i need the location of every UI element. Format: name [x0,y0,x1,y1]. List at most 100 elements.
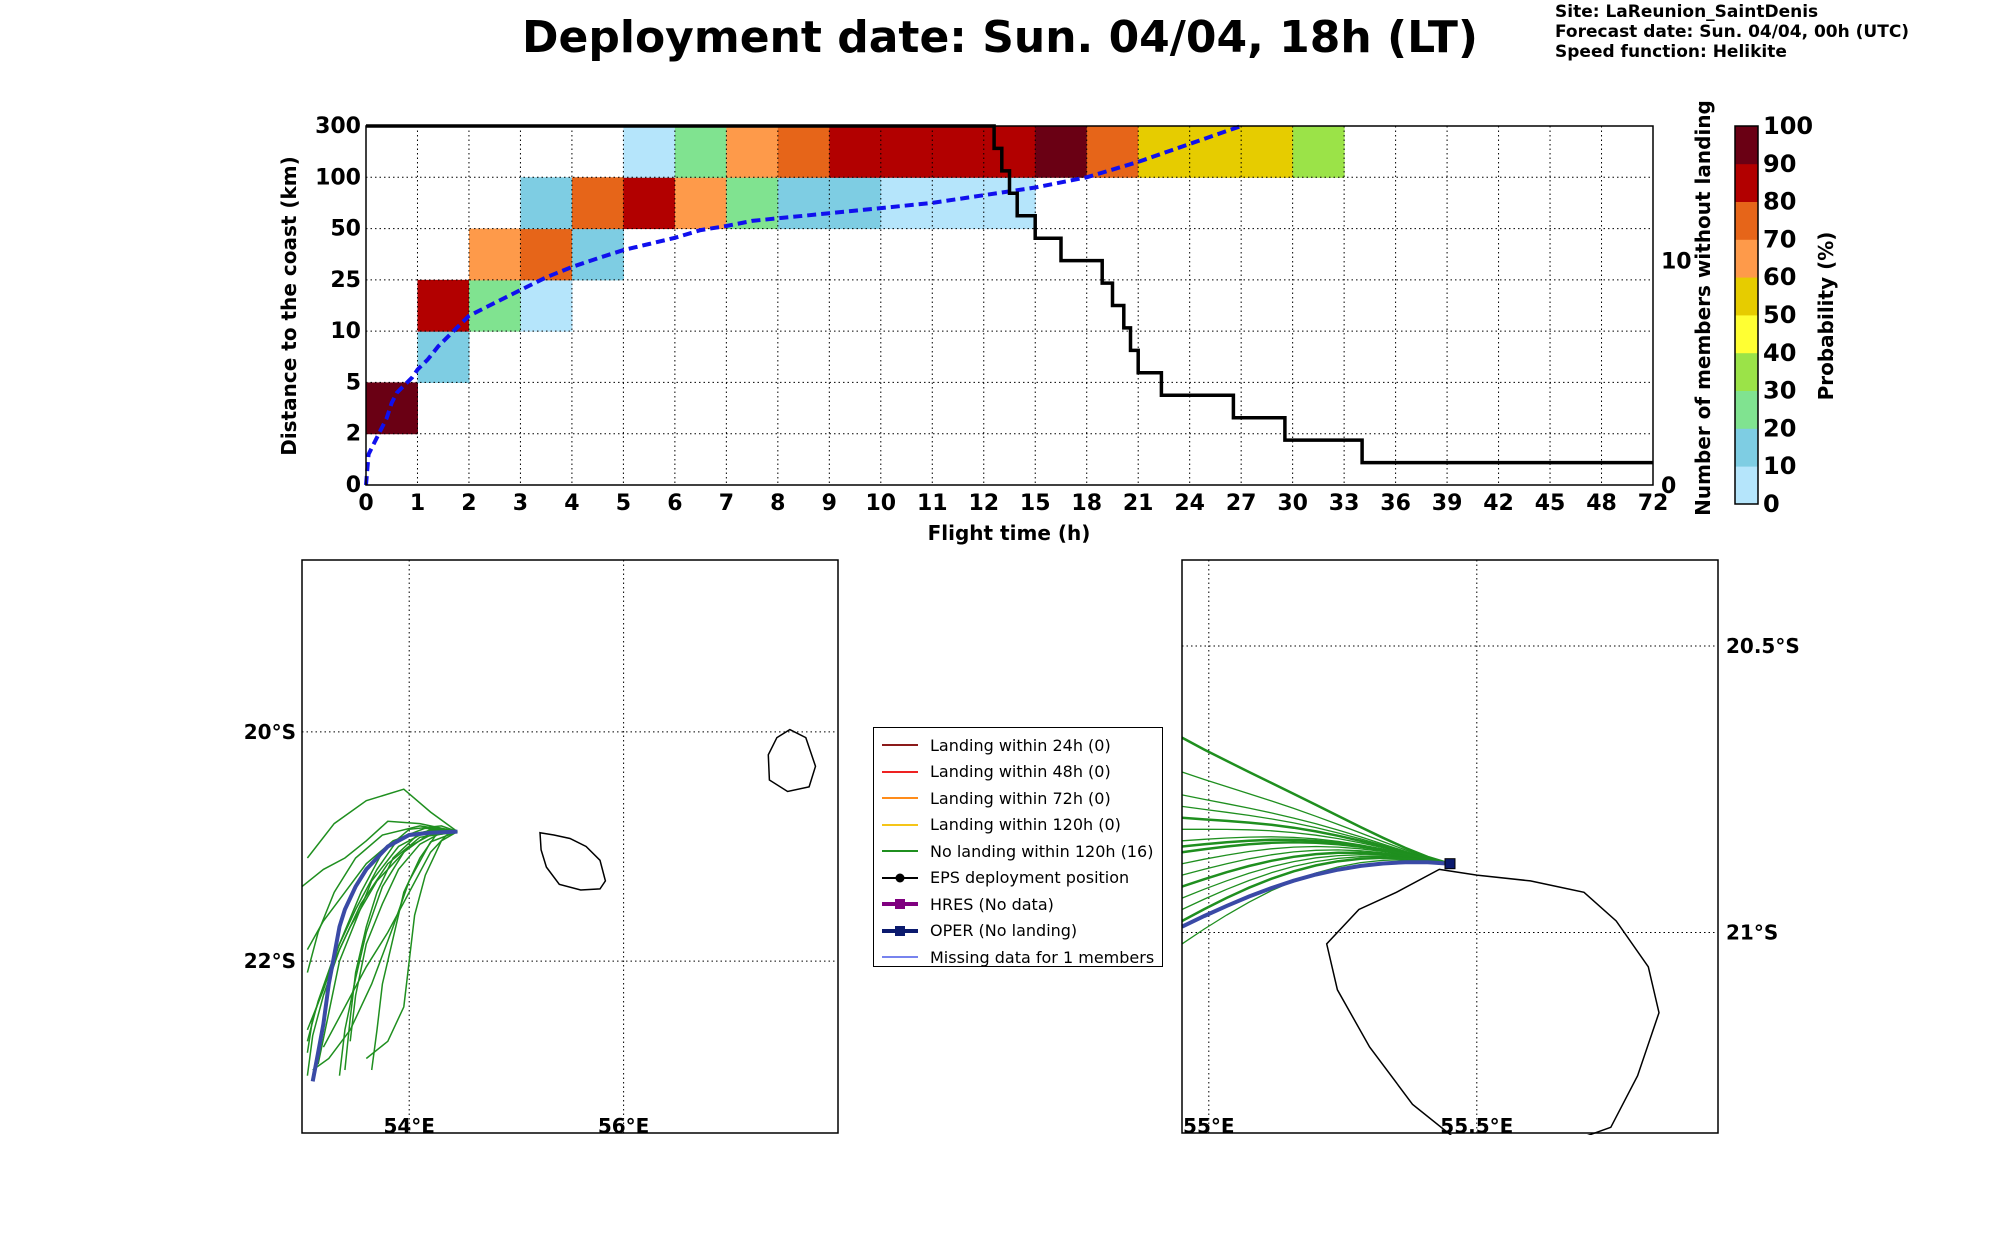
colorbar-segment [1735,428,1758,467]
heatmap-cell [468,228,521,281]
legend-item: No landing within 120h (16) [880,838,1156,865]
heatmap-cell [674,177,727,230]
legend-swatch [882,899,918,910]
y-tick-label: 25 [330,268,361,293]
legend-item: Landing within 72h (0) [880,785,1156,812]
legend-label: No landing within 120h (16) [930,841,1154,861]
x-tick-label: 4 [564,491,579,516]
legend-marker [895,873,905,883]
x-tick-label: 12 [968,491,999,516]
heatmap-cell [623,177,676,230]
y-tick-label: 100 [315,165,361,190]
site-label: Site: LaReunion_SaintDenis [1555,2,1819,22]
member-trajectory [1181,851,1451,888]
map-frame [1181,559,1719,1134]
member-trajectory [301,820,458,888]
colorbar-tick-label: 80 [1763,188,1796,216]
zoomed-trajectory-map: 55°E 55.5°E [1181,559,1719,1135]
legend-marker [895,899,905,910]
colorbar-tick-label: 20 [1763,414,1796,442]
y-tick-label: 5 [346,370,361,395]
member-trajectory [1181,838,1451,865]
x-tick-label: 45 [1535,491,1566,516]
heatmap-cell [468,279,521,332]
oper-trajectory [1181,860,1451,929]
colorbar-tick-label: 40 [1763,339,1796,367]
x-tick-label: 2 [461,491,476,516]
x-tick-label: 33 [1329,491,1360,516]
heatmap-cell [726,126,779,178]
member-trajectory [1181,856,1451,923]
map-x-tick-label: 54°E [383,1114,435,1135]
x-tick-label: 48 [1586,491,1617,516]
colorbar-tick-label: 100 [1763,112,1813,140]
member-trajectory [322,830,458,1048]
map-x-tick-label: 55.5°E [1440,1114,1513,1135]
x-tick-label: 0 [358,491,373,516]
heatmap-cell [777,177,830,230]
colorbar-segment [1735,315,1758,354]
colorbar-tick-label: 50 [1763,301,1796,329]
x-tick-label: 11 [917,491,948,516]
legend-item: Landing within 48h (0) [880,759,1156,786]
x-tick-label: 5 [616,491,631,516]
member-trajectory [1181,794,1451,865]
mauritius-coastline [767,728,817,793]
colorbar-tick-label: 60 [1763,263,1796,291]
oper-trajectory [310,829,458,1082]
member-trajectory [344,830,458,1071]
heatmap-cell [1189,126,1242,178]
map-x-tick-label: 56°E [598,1114,650,1135]
member-trajectory [1181,771,1451,865]
map-y-tick-label: 22°S [244,949,296,973]
x-axis-label: Flight time (h) [928,521,1091,545]
colorbar-tick-label: 0 [1763,490,1780,518]
heatmap-cell [417,279,470,332]
member-trajectory [306,788,458,859]
x-tick-label: 8 [770,491,785,516]
legend-swatch [882,823,918,826]
distance-probability-heatmap: 0 1 2 3 4 5 6 7 8 9 10 11 12 15 18 21 24 27 30 33 36 39 42 45 48… [277,100,1838,545]
member-trajectory [370,830,458,1071]
colorbar-label: Probability (%) [1814,232,1838,401]
heatmap-cell [829,126,882,178]
x-tick-label: 21 [1123,491,1154,516]
x-tick-label: 10 [865,491,896,516]
legend-item: Landing within 24h (0) [880,732,1156,759]
x-tick-label: 39 [1432,491,1463,516]
member-trajectory [306,825,458,973]
member-trajectory [312,830,458,1071]
y-tick-label: 300 [315,114,361,139]
colorbar-segment [1735,352,1758,391]
x-tick-label: 30 [1277,491,1308,516]
heatmap-cell [520,279,573,332]
legend-swatch [882,850,918,853]
regional-trajectory-map: 54°E 56°E [301,559,839,1135]
colorbar-segment [1735,201,1758,240]
heatmap-cell [1035,126,1088,178]
colorbar-frame [1734,125,1759,505]
x-tick-label: 18 [1071,491,1102,516]
map-frame [301,559,839,1134]
map-y-axis: 20°S 22°S [244,720,296,973]
forecast-date-label: Forecast date: Sun. 04/04, 00h (UTC) [1555,22,1910,42]
secondary-y-axis-label: Number of members without landing [1691,100,1715,516]
heatmap-cell [520,228,573,281]
heatmap-cell [932,126,985,178]
heatmap-cell [571,177,624,230]
legend-label: Landing within 24h (0) [930,735,1111,755]
secondary-y-tick-label: 10 [1661,250,1692,275]
reunion-coastline [1325,868,1660,1135]
legend-swatch [882,925,918,936]
colorbar-tick-label: 90 [1763,150,1796,178]
legend-swatch [882,797,918,800]
map-y-tick-label: 20.5°S [1726,634,1800,658]
x-tick-label: 6 [667,491,682,516]
secondary-y-tick-label: 0 [1661,474,1676,499]
legend-label: Landing within 48h (0) [930,762,1111,782]
legend-item: EPS deployment position [880,865,1156,892]
legend-swatch [882,770,918,773]
colorbar-segment [1735,163,1758,202]
legend-item: Missing data for 1 members [880,944,1156,971]
member-trajectory [306,827,458,1042]
